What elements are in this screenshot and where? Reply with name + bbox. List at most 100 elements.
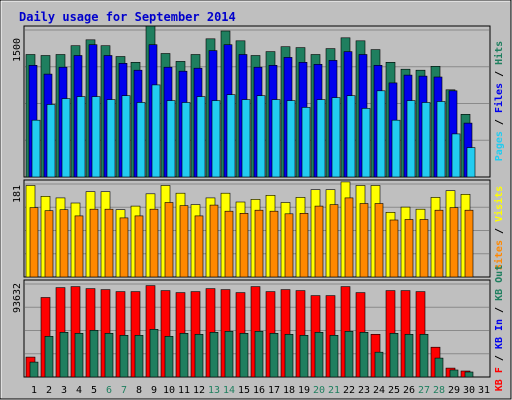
top-bar-pages-day-3 — [61, 98, 71, 178]
day-label-25: 25 — [388, 385, 400, 396]
bottom-bar-kb-out-day-22 — [344, 330, 354, 378]
bottom-bar-kb-out-day-1 — [29, 361, 39, 378]
day-label-22: 22 — [343, 385, 355, 396]
day-label-11: 11 — [178, 385, 190, 396]
bottom-bar-kb-out-day-18 — [284, 333, 294, 378]
day-label-26: 26 — [403, 385, 415, 396]
day-label-5: 5 — [91, 385, 97, 396]
bars — [25, 25, 476, 378]
bottom-bar-kb-out-day-5 — [89, 329, 99, 378]
day-label-12: 12 — [193, 385, 205, 396]
middle-series-label-2: Visits — [493, 186, 505, 222]
middle-bar-sites-day-24 — [374, 203, 384, 278]
bottom-bar-kb-out-day-25 — [389, 332, 399, 378]
bottom-bar-kb-out-day-26 — [404, 333, 414, 378]
middle-bar-sites-day-2 — [44, 210, 54, 278]
day-label-20: 20 — [313, 385, 325, 396]
day-label-17: 17 — [268, 385, 280, 396]
bottom-series-label-4: KB Out — [494, 265, 505, 301]
middle-bar-sites-day-26 — [404, 219, 414, 278]
top-series-label-3: / — [494, 65, 505, 83]
day-label-4: 4 — [76, 385, 82, 396]
day-label-27: 27 — [418, 385, 430, 396]
chart-title: Daily usage for September 2014 — [19, 10, 236, 24]
middle-bar-sites-day-25 — [389, 219, 399, 278]
middle-series-label-1: / — [494, 222, 505, 240]
bottom-bar-kb-out-day-12 — [194, 333, 204, 378]
middle-bar-sites-day-19 — [299, 213, 309, 278]
middle-bar-sites-day-3 — [59, 209, 69, 278]
top-series-label-1: / — [494, 113, 505, 131]
day-label-19: 19 — [298, 385, 310, 396]
middle-bar-sites-day-9 — [149, 208, 159, 278]
top-bar-pages-day-29 — [451, 133, 461, 178]
bottom-series-label-1: / — [494, 349, 505, 367]
top-bar-pages-day-18 — [286, 100, 296, 178]
day-label-16: 16 — [253, 385, 265, 396]
middle-bar-sites-day-4 — [74, 215, 84, 278]
bottom-series-label-0: KB F — [494, 367, 505, 391]
bottom-bar-kb-out-day-17 — [269, 332, 279, 378]
day-label-31: 31 — [478, 385, 490, 396]
bottom-bar-kb-out-day-28 — [434, 357, 444, 378]
day-label-13: 13 — [208, 385, 220, 396]
middle-bar-sites-day-1 — [29, 207, 39, 278]
top-bar-pages-day-2 — [46, 104, 56, 178]
bottom-bar-kb-out-day-7 — [119, 334, 129, 378]
bottom-bar-kb-out-day-8 — [134, 334, 144, 378]
middle-series-label-0: Sites — [493, 240, 505, 270]
top-bar-pages-day-16 — [256, 95, 266, 178]
middle-bar-sites-day-28 — [434, 209, 444, 278]
day-label-15: 15 — [238, 385, 250, 396]
bottom-bar-kb-out-day-30 — [464, 371, 474, 378]
top-bar-pages-day-9 — [151, 84, 161, 178]
bottom-bar-kb-out-day-4 — [74, 332, 84, 378]
day-label-30: 30 — [463, 385, 475, 396]
top-bar-pages-day-1 — [31, 119, 41, 178]
bottom-series-label-3: / — [494, 301, 505, 319]
day-label-14: 14 — [223, 385, 235, 396]
day-label-24: 24 — [373, 385, 385, 396]
bottom-bar-kb-out-day-2 — [44, 335, 54, 378]
middle-bar-sites-day-30 — [464, 209, 474, 278]
bottom-bar-kb-out-day-16 — [254, 330, 264, 378]
middle-bar-sites-day-16 — [254, 209, 264, 278]
top-bar-pages-day-6 — [106, 99, 116, 178]
bottom-bar-kb-out-day-3 — [59, 331, 69, 378]
middle-bar-sites-day-18 — [284, 213, 294, 278]
middle-bar-sites-day-14 — [224, 210, 234, 278]
bottom-bar-kb-out-day-13 — [209, 331, 219, 378]
top-bar-pages-day-17 — [271, 99, 281, 178]
bottom-series-labels: KB F / KB In / KB Out — [494, 265, 505, 391]
middle-bar-sites-day-12 — [194, 215, 204, 278]
top-bar-pages-day-27 — [421, 102, 431, 178]
middle-bar-sites-day-23 — [359, 203, 369, 278]
bottom-axis-max-label: 93632 — [12, 283, 23, 313]
top-bar-pages-day-5 — [91, 96, 101, 178]
top-bar-pages-day-12 — [196, 96, 206, 178]
top-bar-pages-day-22 — [346, 95, 356, 178]
top-bar-pages-day-30 — [466, 147, 476, 178]
middle-bar-sites-day-11 — [179, 205, 189, 278]
top-bar-pages-day-14 — [226, 94, 236, 178]
day-labels: 1 2 3 4 5 6 7 8 9 10 11 12 13 14 15 16 17 18 19 20 21 22 23 24 2… — [31, 385, 490, 396]
middle-bar-sites-day-20 — [314, 205, 324, 278]
day-label-2: 2 — [46, 385, 52, 396]
bottom-bar-kb-out-day-19 — [299, 334, 309, 378]
middle-bar-sites-day-21 — [329, 204, 339, 278]
day-label-21: 21 — [328, 385, 340, 396]
day-label-6: 6 — [106, 385, 112, 396]
day-label-9: 9 — [151, 385, 157, 396]
middle-series-labels: Sites / Visits — [493, 186, 505, 270]
bottom-bar-kb-out-day-21 — [329, 334, 339, 378]
bottom-bar-kb-out-day-14 — [224, 330, 234, 378]
top-bar-pages-day-24 — [376, 90, 386, 178]
day-label-23: 23 — [358, 385, 370, 396]
middle-bar-sites-day-27 — [419, 219, 429, 278]
top-bar-pages-day-25 — [391, 119, 401, 178]
top-series-label-2: Files — [493, 83, 505, 113]
bottom-bar-kb-out-day-10 — [164, 335, 174, 378]
middle-bar-sites-day-13 — [209, 204, 219, 278]
